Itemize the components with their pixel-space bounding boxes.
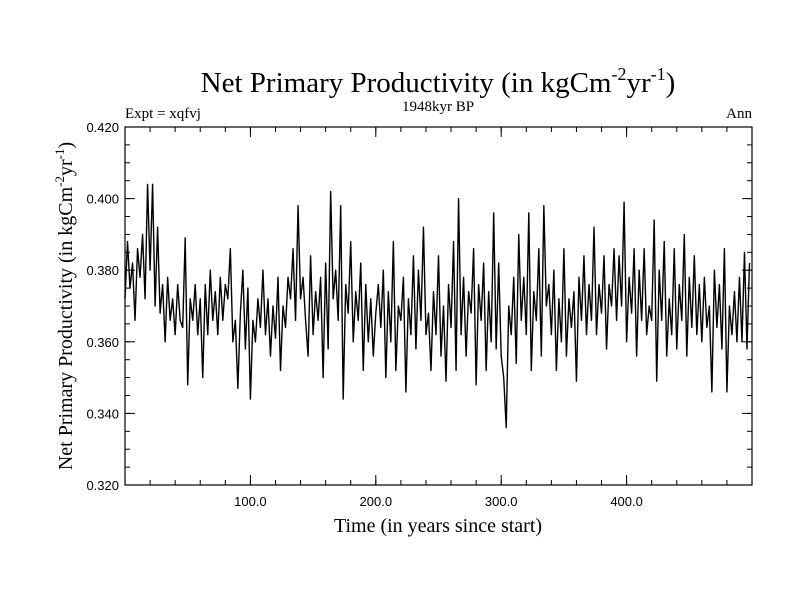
chart-subtitle: 1948kyr BP bbox=[402, 99, 474, 115]
y-axis-label: Net Primary Productivity (in kgCm-2yr-1) bbox=[52, 142, 77, 470]
experiment-label: Expt = xqfvj bbox=[125, 106, 201, 122]
chart-title: Net Primary Productivity (in kgCm-2yr-1) bbox=[201, 64, 676, 99]
plot-frame bbox=[124, 126, 753, 486]
x-tick-label: 200.0 bbox=[360, 494, 393, 509]
x-tick-label: 300.0 bbox=[485, 494, 518, 509]
y-tick-label: 0.360 bbox=[86, 335, 119, 350]
axis-tick-labels: 100.0 200.0 300.0 400.0 0.320 0.340 0.360 0.380… bbox=[86, 120, 642, 509]
y-tick-label: 0.380 bbox=[86, 263, 119, 278]
y-tick-label: 0.340 bbox=[86, 406, 119, 421]
season-label: Ann bbox=[726, 106, 752, 122]
npp-series-line bbox=[124, 183, 751, 429]
x-axis-label: Time (in years since start) bbox=[334, 515, 542, 537]
y-tick-label: 0.420 bbox=[86, 120, 119, 135]
y-tick-label: 0.320 bbox=[86, 478, 119, 493]
x-tick-label: 100.0 bbox=[234, 494, 267, 509]
x-tick-label: 400.0 bbox=[610, 494, 643, 509]
y-tick-label: 0.400 bbox=[86, 192, 119, 207]
